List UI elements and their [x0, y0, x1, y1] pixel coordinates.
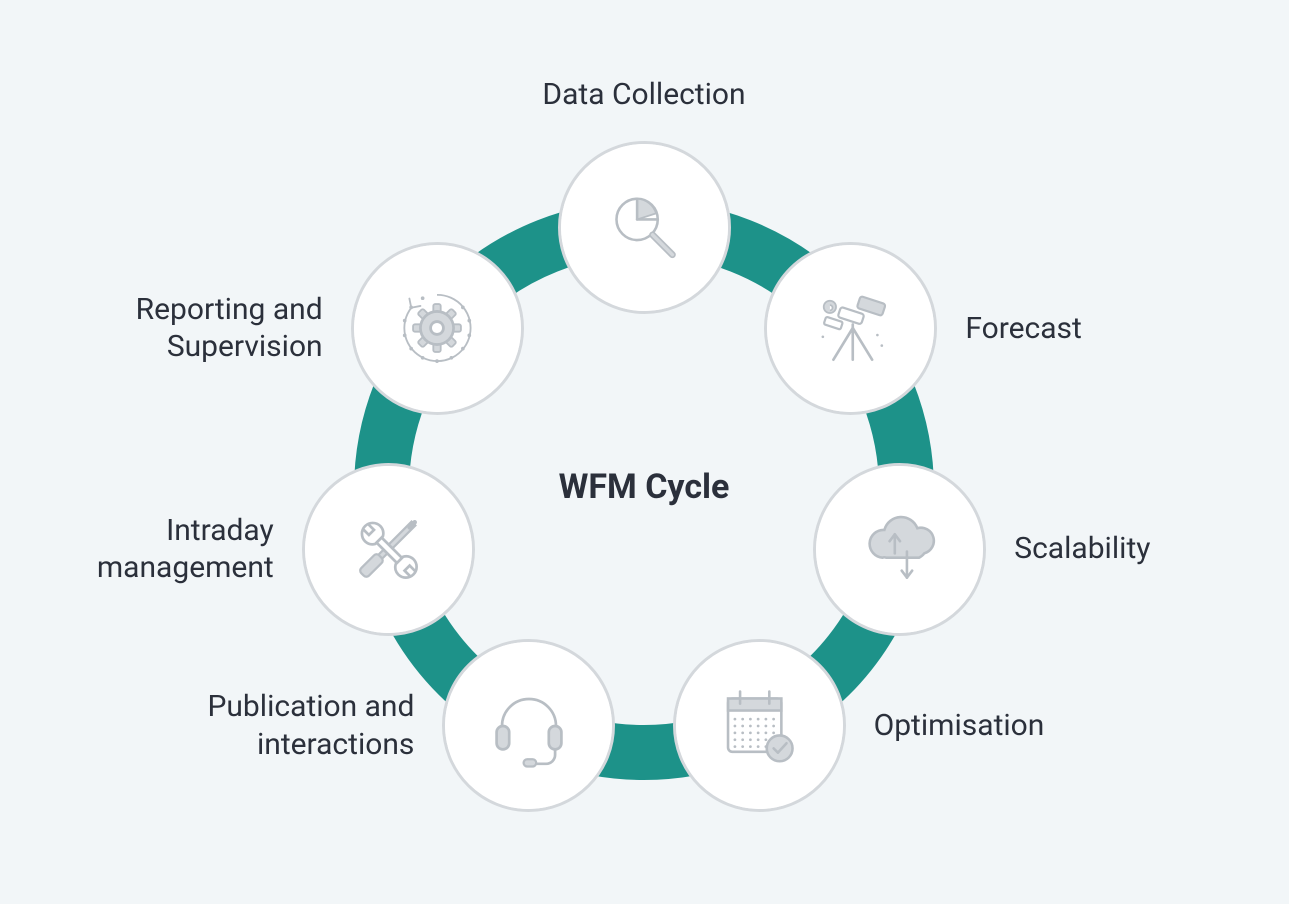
data-collection-label: Data Collection [464, 76, 824, 114]
intraday-label: Intraday management [0, 512, 274, 587]
publication-node [451, 648, 606, 803]
magnifier-chart-icon [601, 185, 687, 271]
gear-cycle-icon [391, 282, 483, 374]
calendar-check-icon [716, 683, 802, 769]
center-title: WFM Cycle [494, 467, 794, 507]
forecast-node [773, 251, 928, 406]
scalability-node [822, 472, 977, 627]
cloud-arrows-icon [854, 510, 946, 588]
publication-label: Publication and interactions [94, 688, 414, 763]
reporting-label: Reporting and Supervision [3, 291, 323, 366]
reporting-node [360, 251, 515, 406]
headset-icon [484, 681, 574, 771]
telescope-icon [806, 284, 896, 372]
optimisation-node [682, 648, 837, 803]
optimisation-label: Optimisation [874, 707, 1194, 745]
forecast-label: Forecast [965, 310, 1285, 348]
scalability-label: Scalability [1014, 530, 1289, 568]
wfm-cycle-diagram: WFM Cycle Data Collection Fore [0, 0, 1289, 904]
intraday-node [311, 472, 466, 627]
data-collection-node [567, 150, 722, 305]
tools-icon [343, 504, 433, 594]
